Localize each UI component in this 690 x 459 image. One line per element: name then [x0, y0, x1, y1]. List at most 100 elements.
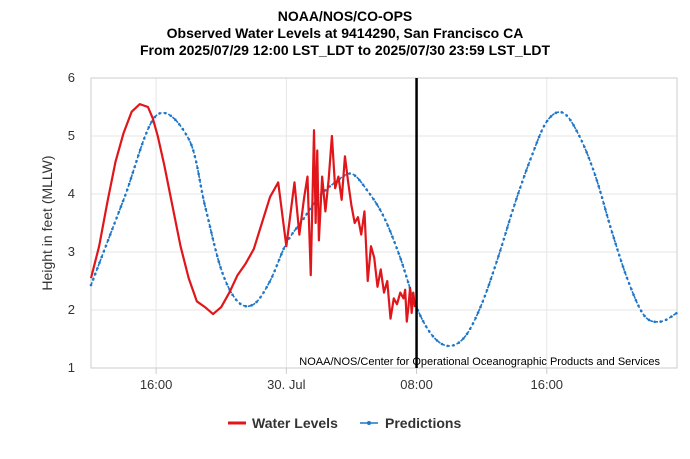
legend: Water Levels Predictions [228, 415, 461, 431]
y-tick-label: 4 [68, 186, 75, 201]
prediction-point [452, 343, 455, 347]
prediction-point [393, 240, 396, 244]
prediction-point [302, 217, 305, 221]
prediction-point [591, 167, 595, 171]
prediction-point [610, 231, 614, 234]
y-tick-label: 5 [68, 128, 75, 143]
prediction-point [462, 337, 465, 340]
prediction-point [273, 269, 276, 273]
legend-label-predictions[interactable]: Predictions [385, 415, 461, 431]
prediction-point [593, 173, 597, 177]
prediction-point [169, 114, 173, 118]
prediction-point [190, 143, 193, 147]
prediction-point [388, 229, 392, 233]
prediction-point [580, 139, 584, 143]
prediction-point [589, 162, 593, 165]
prediction-point [239, 302, 242, 306]
prediction-point [614, 242, 617, 246]
prediction-point [577, 134, 581, 138]
prediction-point [372, 197, 375, 201]
prediction-point [619, 259, 623, 263]
prediction-point [100, 255, 103, 259]
prediction-point [440, 342, 444, 346]
prediction-point [158, 112, 161, 115]
prediction-point [287, 236, 291, 240]
prediction-point [219, 266, 222, 269]
prediction-point [522, 174, 526, 178]
prediction-point [647, 318, 651, 322]
prediction-point [457, 341, 461, 344]
chart-title-line-2: Observed Water Levels at 9414290, San Fr… [167, 25, 524, 41]
prediction-point [435, 339, 439, 342]
prediction-point [670, 315, 673, 318]
series-group [89, 103, 678, 348]
prediction-point [542, 124, 546, 128]
prediction-point [419, 314, 422, 318]
prediction-point [659, 320, 662, 323]
prediction-point [225, 282, 229, 286]
prediction-point [405, 275, 408, 278]
prediction-point [89, 283, 93, 287]
prediction-point [121, 199, 125, 203]
prediction-point [328, 185, 332, 188]
prediction-point [489, 277, 493, 281]
prediction-point [123, 194, 127, 197]
prediction-point [476, 311, 480, 314]
prediction-point [537, 135, 541, 139]
prediction-point [406, 280, 410, 284]
prediction-point [465, 332, 469, 336]
prediction-point [540, 130, 543, 133]
prediction-point [193, 155, 197, 158]
prediction-point [583, 145, 586, 149]
prediction-point [181, 127, 185, 131]
legend-item-water-levels[interactable]: Water Levels [228, 415, 338, 431]
prediction-point [106, 238, 110, 242]
prediction-point [623, 270, 627, 274]
prediction-point [565, 114, 569, 117]
prediction-point [527, 163, 530, 167]
prediction-point [653, 320, 656, 324]
prediction-point [634, 298, 638, 302]
prediction-point [499, 249, 502, 252]
prediction-point [291, 231, 294, 235]
prediction-point [509, 214, 513, 218]
prediction-point [305, 212, 309, 216]
legend-label-water-levels[interactable]: Water Levels [252, 415, 338, 431]
y-tick-label: 2 [68, 302, 75, 317]
prediction-point [259, 296, 262, 299]
prediction-point [177, 122, 181, 126]
prediction-point [502, 237, 506, 241]
x-tick-label: 16:00 [531, 377, 564, 392]
prediction-point [353, 174, 357, 177]
prediction-point [384, 218, 387, 222]
prediction-point [595, 179, 599, 182]
chart-title-line-3: From 2025/07/29 12:00 LST_LDT to 2025/07… [140, 42, 551, 58]
prediction-point [191, 149, 195, 152]
prediction-point [511, 209, 514, 212]
prediction-point [491, 271, 495, 275]
prediction-point [513, 203, 516, 206]
prediction-point [280, 253, 283, 256]
prediction-point [535, 141, 539, 144]
prediction-point [625, 276, 629, 280]
chart-title-line-1: NOAA/NOS/CO-OPS [278, 8, 413, 24]
prediction-point [137, 154, 140, 157]
prediction-point [665, 318, 668, 321]
prediction-point [215, 254, 219, 258]
prediction-point [627, 282, 631, 285]
prediction-point [361, 183, 365, 186]
prediction-point [630, 287, 633, 291]
x-axis-ticks: 16:00 30. Jul 08:00 16:00 [140, 368, 563, 392]
legend-item-predictions[interactable]: Predictions [360, 415, 461, 431]
prediction-point [147, 126, 151, 129]
prediction-point [201, 196, 205, 199]
prediction-point [133, 165, 136, 169]
prediction-point [125, 188, 129, 192]
prediction-point [142, 137, 146, 140]
prediction-point [204, 207, 208, 211]
prediction-point [616, 248, 619, 251]
prediction-point [268, 280, 271, 284]
prediction-point [524, 169, 528, 172]
prediction-point [599, 190, 602, 194]
